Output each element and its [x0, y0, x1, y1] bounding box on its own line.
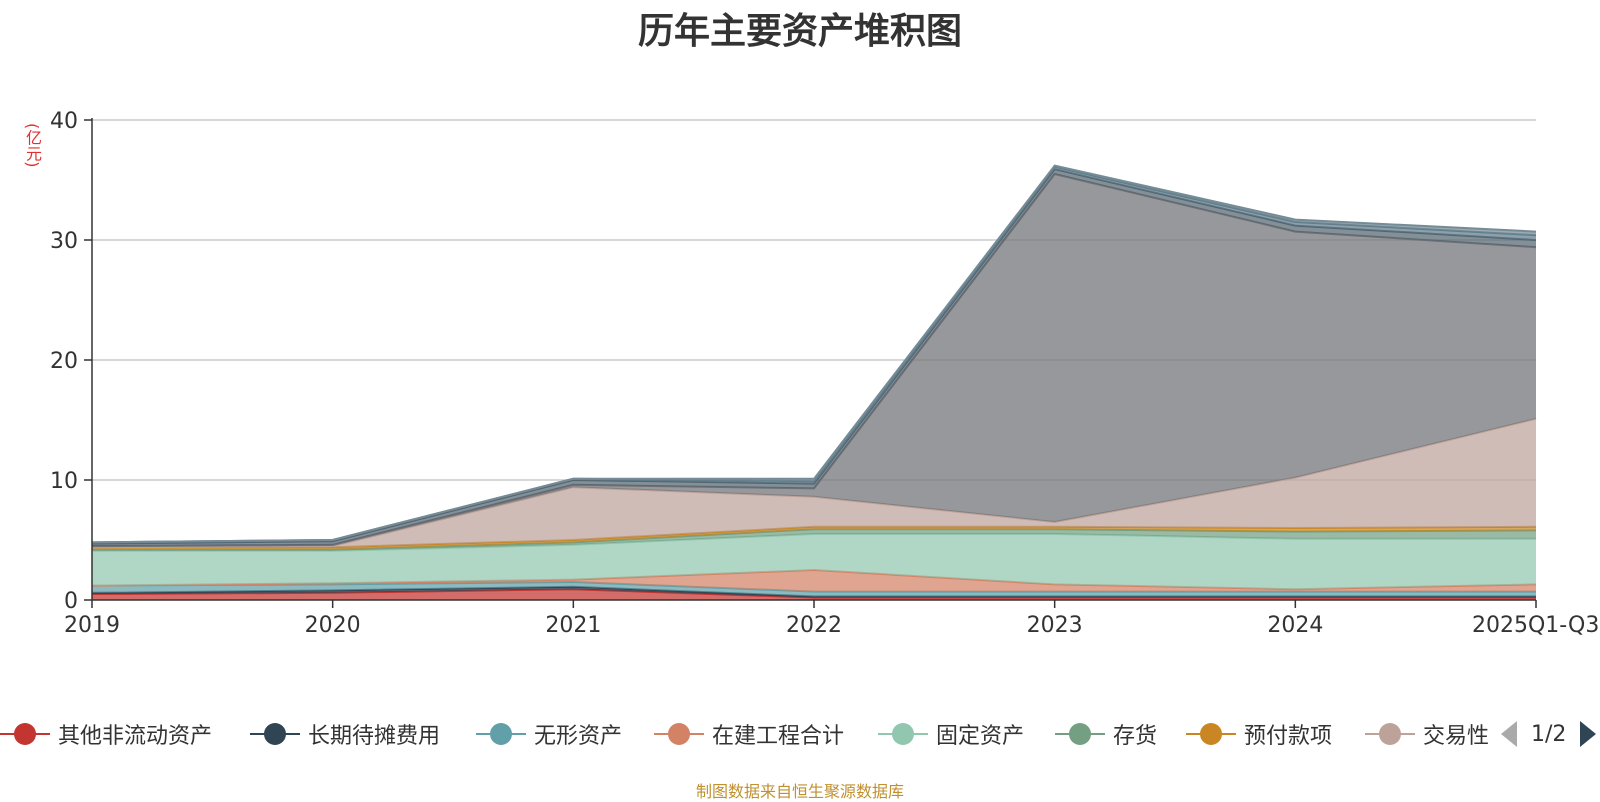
area-8	[92, 174, 1536, 548]
y-axis-unit-label: (亿元)	[23, 123, 42, 168]
legend-label: 预付款项	[1244, 724, 1333, 749]
legend: 其他非流动资产 长期待摊费用 无形资产 在建工程合计 固定资产 存货 预付款项 交易性	[0, 718, 1600, 750]
y-tick-label: 40	[50, 109, 78, 134]
legend-page-indicator: 1/2	[1531, 721, 1567, 747]
area-line-11	[91, 164, 1537, 544]
y-tick-label: 20	[50, 349, 78, 374]
legend-item[interactable]: 预付款项	[1186, 718, 1332, 750]
legend-marker-icon	[1365, 718, 1415, 750]
x-tick-label: 2020	[305, 613, 361, 638]
y-tick-label: 0	[64, 589, 78, 614]
legend-marker-icon	[654, 718, 704, 750]
y-tick-label: 30	[50, 229, 78, 254]
legend-item[interactable]: 无形资产	[476, 718, 622, 750]
legend-label: 交易性	[1423, 724, 1490, 749]
stacked-area-chart: 0 10 20 30 40 2019 2020 2021 2022 2023 2024 2025Q1-…	[50, 109, 1599, 638]
legend-pager: 1/2	[1499, 718, 1598, 750]
x-tick-label: 2022	[786, 613, 842, 638]
legend-marker-icon	[1186, 718, 1236, 750]
x-tick-label: 2025Q1-Q3	[1472, 613, 1599, 638]
y-tick-label: 10	[50, 469, 78, 494]
legend-prev-arrow-icon[interactable]	[1499, 719, 1519, 749]
x-tick-label: 2019	[64, 613, 120, 638]
legend-marker-icon	[476, 718, 526, 750]
axes: 0 10 20 30 40 2019 2020 2021 2022 2023 2024 2025Q1-…	[50, 109, 1599, 638]
legend-item[interactable]: 存货	[1055, 718, 1157, 750]
legend-item[interactable]: 固定资产	[878, 718, 1024, 750]
source-note: 制图数据来自恒生聚源数据库	[695, 782, 904, 801]
legend-label: 固定资产	[936, 724, 1025, 749]
area-7	[92, 418, 1536, 548]
legend-label: 无形资产	[534, 724, 623, 749]
x-tick-label: 2023	[1027, 613, 1083, 638]
area-series	[91, 164, 1537, 600]
legend-label: 存货	[1113, 724, 1158, 749]
legend-label: 在建工程合计	[712, 724, 845, 749]
legend-item[interactable]: 其他非流动资产	[0, 718, 212, 750]
legend-next-arrow-icon[interactable]	[1578, 719, 1598, 749]
legend-marker-icon	[0, 718, 50, 750]
legend-label: 其他非流动资产	[58, 724, 213, 749]
legend-item[interactable]: 在建工程合计	[654, 718, 844, 750]
legend-marker-icon	[878, 718, 928, 750]
area-5	[92, 529, 1536, 551]
legend-label: 长期待摊费用	[308, 724, 441, 749]
legend-marker-icon	[250, 718, 300, 750]
legend-item[interactable]: 长期待摊费用	[250, 718, 440, 750]
x-tick-label: 2024	[1267, 613, 1323, 638]
area-3	[92, 570, 1536, 592]
legend-marker-icon	[1055, 718, 1105, 750]
x-tick-label: 2021	[545, 613, 601, 638]
chart-title: 历年主要资产堆积图	[637, 11, 962, 52]
area-2	[92, 582, 1536, 597]
legend-item[interactable]: 交易性	[1365, 718, 1489, 750]
